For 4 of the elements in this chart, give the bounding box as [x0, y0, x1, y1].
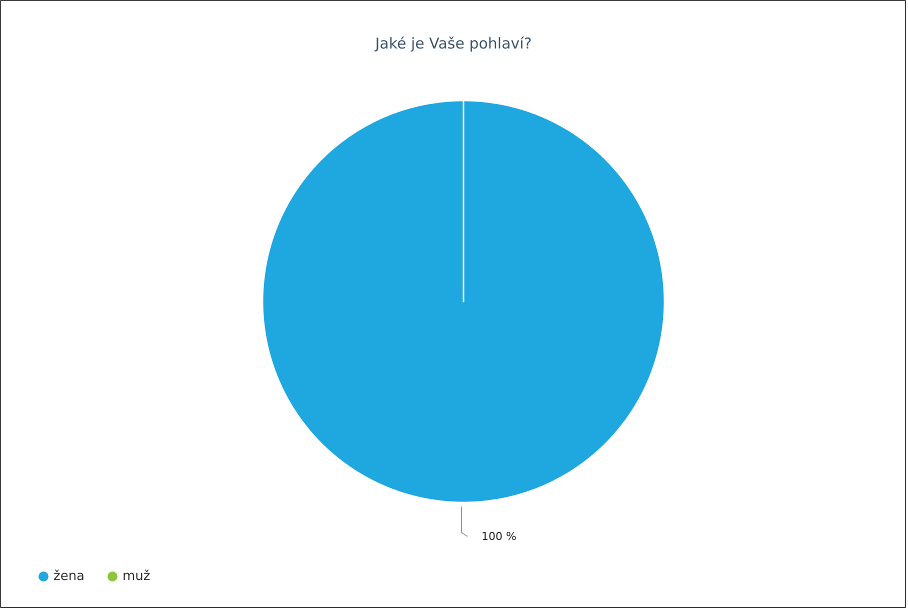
legend-label: muž	[122, 569, 150, 584]
legend-label: žena	[54, 569, 85, 584]
data-label: 100 %	[482, 530, 516, 543]
chart-title: Jaké je Vaše pohlaví?	[374, 34, 532, 52]
